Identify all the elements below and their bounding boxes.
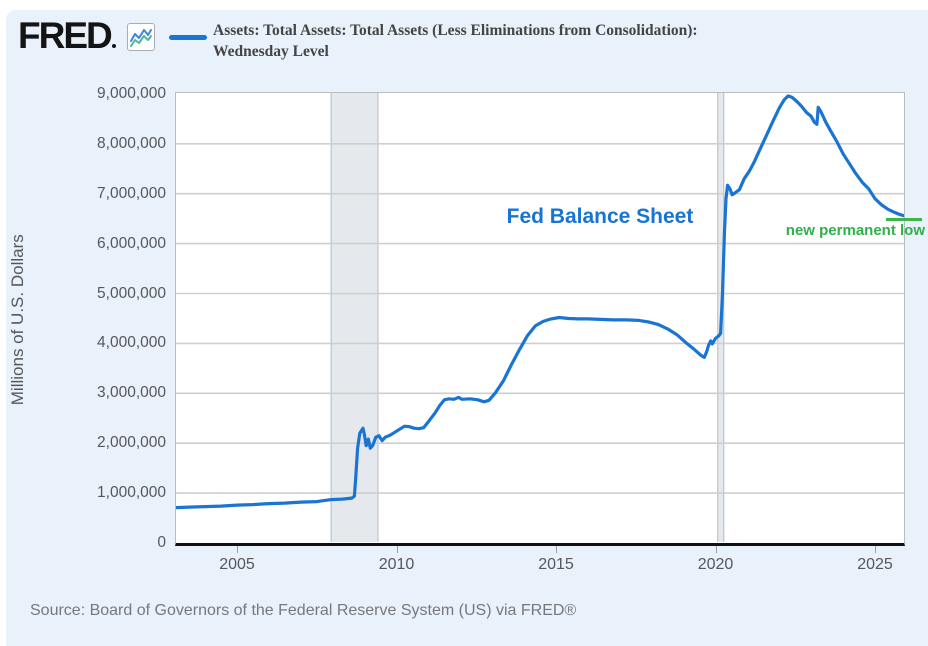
y-tick-label: 6,000,000 bbox=[97, 234, 166, 252]
plot-area[interactable] bbox=[175, 92, 905, 546]
source-attribution: Source: Board of Governors of the Federa… bbox=[30, 602, 577, 619]
fred-logo[interactable]: FRED bbox=[18, 16, 116, 56]
fred-logo-text: FRED bbox=[18, 15, 113, 56]
annotation-new-permanent-low: new permanent low bbox=[785, 222, 925, 239]
legend-line-swatch bbox=[169, 35, 207, 40]
x-tick-label: 2025 bbox=[857, 556, 893, 573]
x-tick-mark bbox=[396, 546, 398, 553]
y-tick-label: 7,000,000 bbox=[97, 184, 166, 202]
x-tick-mark bbox=[875, 546, 876, 553]
y-tick-label: 8,000,000 bbox=[97, 134, 166, 152]
y-tick-label: 9,000,000 bbox=[97, 84, 166, 102]
x-tick-label: 2020 bbox=[697, 556, 734, 573]
x-tick-label: 2015 bbox=[538, 556, 574, 573]
x-tick-label: 2005 bbox=[219, 556, 255, 573]
registered-mark-dot bbox=[111, 44, 116, 48]
y-axis-title: Millions of U.S. Dollars bbox=[8, 234, 27, 406]
y-tick-label: 5,000,000 bbox=[97, 284, 166, 302]
green-level-marker-line bbox=[886, 218, 922, 221]
x-tick-mark bbox=[237, 546, 238, 553]
y-tick-label: 3,000,000 bbox=[97, 384, 166, 402]
y-tick-label: 0 bbox=[157, 534, 166, 551]
sparkline-chart-icon bbox=[127, 23, 155, 51]
x-tick-label: 2010 bbox=[378, 556, 415, 573]
legend-label-line2: Wednesday Level bbox=[213, 43, 329, 60]
legend-label: Assets: Total Assets: Total Assets (Less… bbox=[213, 20, 903, 62]
y-tick-label: 4,000,000 bbox=[97, 334, 166, 352]
x-tick-mark bbox=[715, 546, 717, 553]
y-tick-label: 2,000,000 bbox=[97, 434, 166, 452]
x-tick-mark bbox=[556, 546, 557, 553]
y-tick-label: 1,000,000 bbox=[97, 484, 166, 502]
chart-canvas bbox=[176, 93, 904, 542]
legend-label-line1: Assets: Total Assets: Total Assets (Less… bbox=[213, 22, 698, 39]
annotation-fed-balance-sheet: Fed Balance Sheet bbox=[506, 205, 694, 228]
